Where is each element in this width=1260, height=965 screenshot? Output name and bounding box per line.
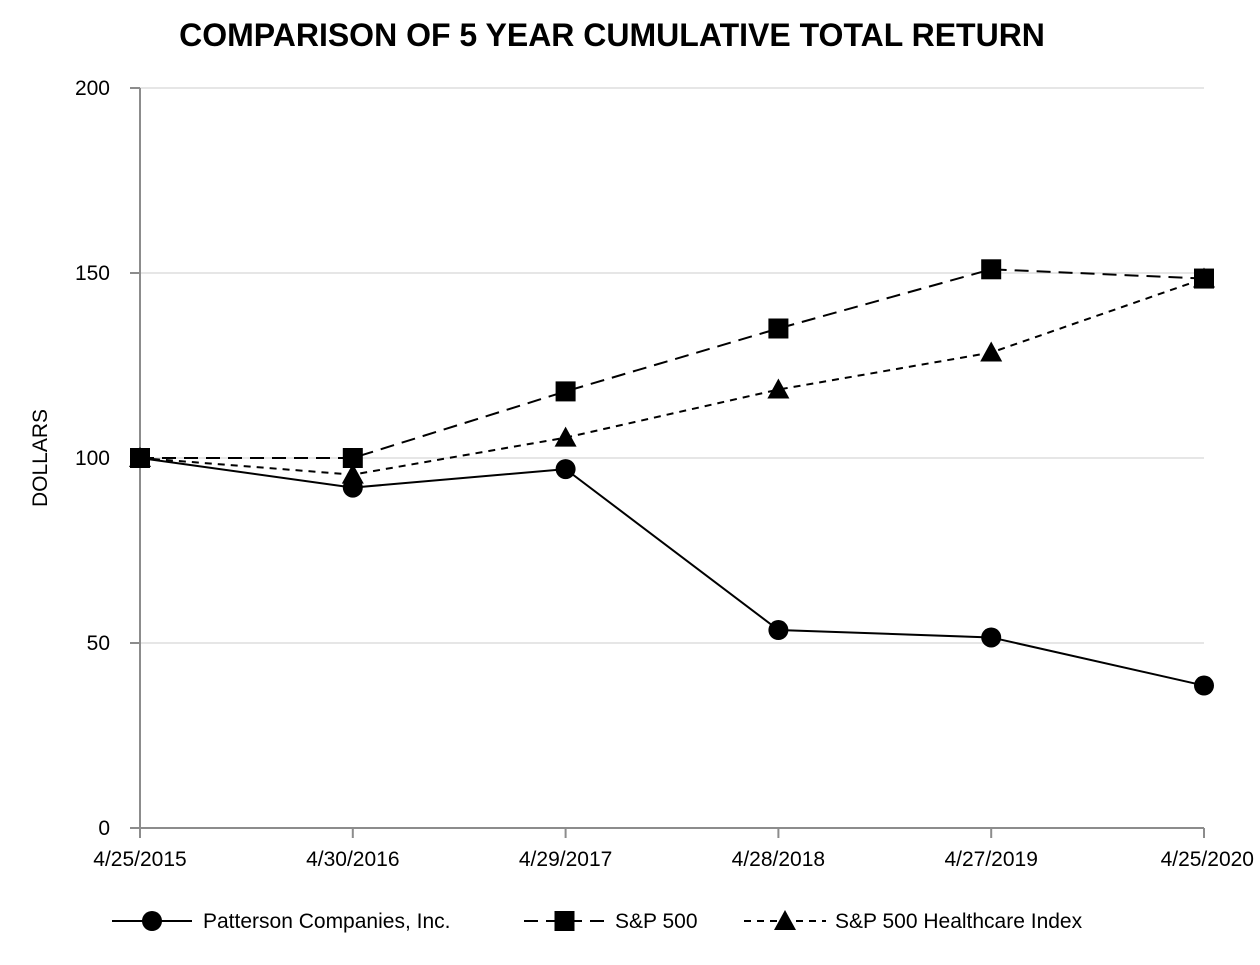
- legend-marker: [774, 910, 796, 930]
- series-line: [140, 268, 1205, 459]
- x-tick-label: 4/27/2019: [944, 848, 1037, 871]
- data-point: [768, 620, 789, 641]
- legend-item: S&P 500 Healthcare Index: [744, 910, 1083, 933]
- data-point: [1194, 268, 1214, 289]
- series-group: [130, 259, 1214, 468]
- series-group: [130, 448, 1214, 696]
- data-point: [980, 341, 1003, 362]
- data-point: [768, 318, 789, 339]
- y-tick-label: 50: [87, 632, 110, 655]
- series-line: [139, 457, 1205, 687]
- legend-label: Patterson Companies, Inc.: [203, 910, 450, 933]
- y-tick-label: 0: [98, 817, 110, 840]
- data-point: [1194, 675, 1214, 696]
- data-point: [342, 477, 363, 498]
- y-axis-title: DOLLARS: [29, 409, 52, 507]
- y-tick-label: 100: [75, 447, 110, 470]
- data-point: [341, 463, 364, 484]
- x-tick-label: 4/25/2015: [93, 848, 186, 871]
- x-tick-label: 4/28/2018: [732, 848, 825, 871]
- legend-label: S&P 500: [615, 910, 698, 933]
- data-point: [555, 459, 576, 480]
- x-tick-label: 4/25/2020: [1161, 848, 1254, 871]
- data-point: [130, 448, 150, 468]
- data-point: [555, 381, 576, 402]
- x-tick-label: 4/29/2017: [519, 848, 612, 871]
- legend-marker: [142, 911, 162, 931]
- legend: Patterson Companies, Inc. S&P 500 S&P 500 …: [112, 910, 1083, 933]
- legend-label: S&P 500 Healthcare Index: [835, 910, 1083, 933]
- gridlines: [140, 87, 1204, 644]
- data-point: [767, 378, 790, 399]
- data-point: [981, 627, 1002, 648]
- series-group: [129, 267, 1215, 484]
- x-tick-label: 4/30/2016: [306, 848, 399, 871]
- chart-title: COMPARISON OF 5 YEAR CUMULATIVE TOTAL RE…: [179, 17, 1045, 53]
- data-point: [981, 259, 1002, 280]
- data-point: [554, 426, 577, 447]
- legend-item: Patterson Companies, Inc.: [112, 910, 450, 933]
- series-line: [139, 277, 1205, 476]
- y-tick-label: 150: [75, 262, 110, 285]
- series-layer: [129, 259, 1215, 696]
- legend-marker: [554, 911, 575, 931]
- y-tick-label: 200: [75, 77, 110, 100]
- legend-item: S&P 500: [524, 910, 698, 933]
- data-point: [342, 448, 363, 468]
